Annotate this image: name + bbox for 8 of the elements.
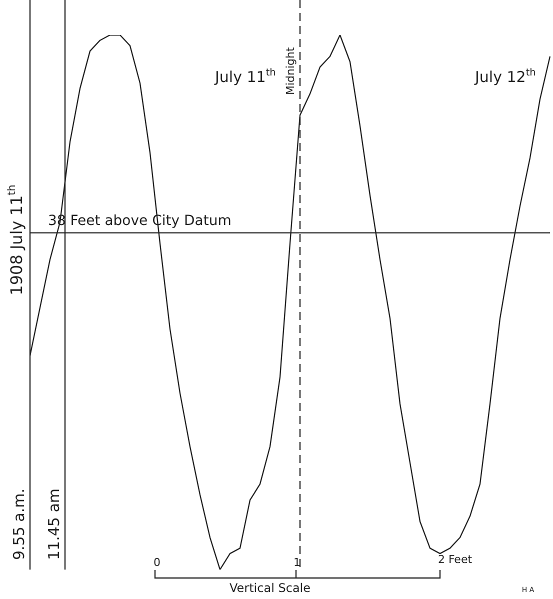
annotation: 1 [294, 556, 300, 569]
text: Vertical Scale [229, 581, 311, 595]
text: 1908 July 11th [6, 184, 26, 296]
annotation: 2 Feet [438, 553, 473, 566]
annotation: Midnight [284, 46, 297, 95]
text: 9.55 a.m. [10, 488, 28, 560]
annotation: 11.45 am [45, 488, 63, 560]
annotation: 0 [154, 556, 160, 569]
